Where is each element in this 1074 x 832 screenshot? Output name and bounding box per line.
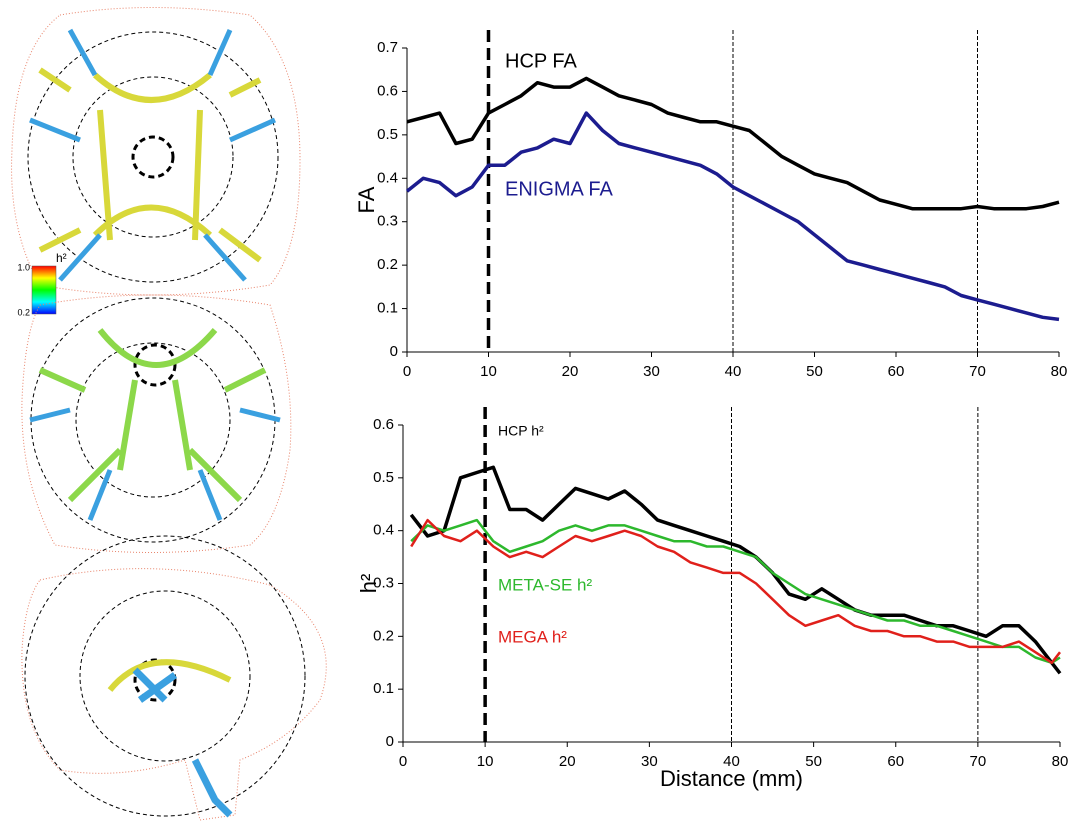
- x-tick-label: 60: [888, 363, 905, 380]
- colorbar-min: 0.2: [17, 307, 30, 317]
- series-label: ENIGMA FA: [505, 178, 613, 200]
- colorbar: [31, 265, 57, 315]
- x-tick-label: 70: [970, 753, 987, 770]
- x-tick-label: 20: [559, 753, 576, 770]
- x-tick-label: 50: [805, 753, 822, 770]
- y-tick-label: 0.2: [377, 256, 398, 273]
- x-tick-label: 30: [641, 753, 658, 770]
- x-tick-label: 30: [643, 363, 660, 380]
- brain-panels: [11, 7, 327, 821]
- y-tick-label: 0.7: [377, 39, 398, 56]
- colorbar-max: 1.0: [17, 262, 30, 272]
- series-label: HCP h²: [498, 423, 544, 439]
- series-line: [410, 518, 1061, 665]
- y-tick-label: 0.4: [373, 522, 394, 539]
- y-tick-label: 0.4: [377, 169, 398, 186]
- y-tick-label: 0.1: [373, 680, 394, 697]
- x-tick-label: 10: [480, 363, 497, 380]
- y-tick-label: 0.6: [377, 82, 398, 99]
- series-line: [409, 465, 1062, 675]
- x-tick-label: 20: [562, 363, 579, 380]
- y-axis-label: FA: [354, 186, 379, 213]
- y-axis-label: h²: [356, 574, 381, 594]
- series-label: MEGA h²: [498, 627, 567, 646]
- series-line: [405, 111, 1060, 322]
- y-tick-label: 0: [390, 343, 398, 360]
- series-label: HCP FA: [505, 50, 578, 72]
- x-tick-label: 80: [1052, 753, 1069, 770]
- x-tick-label: 60: [887, 753, 904, 770]
- x-tick-label: 40: [723, 753, 740, 770]
- x-tick-label: 10: [477, 753, 494, 770]
- series-line: [406, 76, 1060, 211]
- y-tick-label: 0: [386, 733, 394, 750]
- x-tick-label: 50: [806, 363, 823, 380]
- y-tick-label: 0.6: [373, 416, 394, 433]
- x-tick-label: 80: [1051, 363, 1068, 380]
- y-tick-label: 0.5: [377, 126, 398, 143]
- y-tick-label: 0.3: [373, 574, 394, 591]
- x-tick-label: 0: [403, 363, 411, 380]
- y-tick-label: 0.1: [377, 300, 398, 317]
- series-label: META-SE h²: [498, 575, 592, 594]
- series-line: [410, 518, 1061, 665]
- colorbar-label: h²: [56, 251, 67, 265]
- x-tick-label: 40: [725, 363, 742, 380]
- y-tick-label: 0.2: [373, 627, 394, 644]
- x-tick-label: 70: [969, 363, 986, 380]
- y-tick-label: 0.3: [377, 213, 398, 230]
- x-tick-label: 0: [399, 753, 407, 770]
- x-axis-label: Distance (mm): [660, 766, 803, 791]
- y-tick-label: 0.5: [373, 469, 394, 486]
